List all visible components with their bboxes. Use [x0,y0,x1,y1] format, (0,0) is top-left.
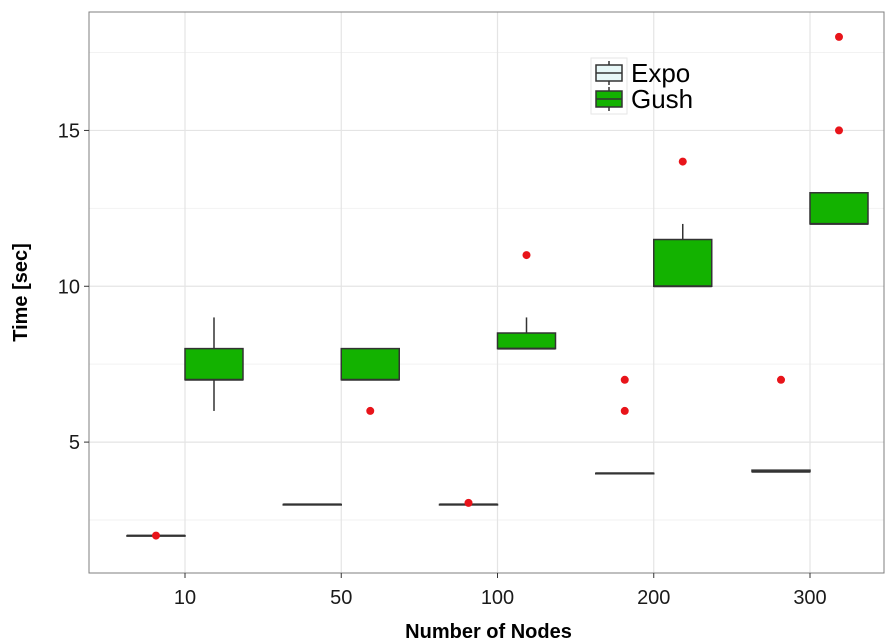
outlier-point [366,406,375,415]
series-gush [184,32,869,415]
outlier-point [678,157,687,166]
legend-label: Expo [631,58,690,88]
y-axis: 5 10 15 [58,120,89,454]
y-tick-label: 10 [58,276,80,298]
x-tick-label: 50 [330,587,352,609]
x-tick-label: 200 [637,587,670,609]
box [340,347,400,381]
box-series [126,32,869,540]
y-tick-label: 5 [69,432,80,454]
box [809,192,869,225]
grid-lines [89,12,884,573]
series-expo [126,375,811,540]
outlier-point [835,32,843,41]
outlier-point [620,375,629,384]
legend-item-expo: Expo [595,58,690,88]
x-tick-label: 300 [793,587,826,609]
plot-panel-border [88,11,885,574]
outlier-point [464,498,473,507]
y-tick-label: 15 [58,120,80,142]
outlier-point [777,375,785,384]
plot-panel [89,12,884,573]
outlier-point [522,251,531,260]
box [496,332,557,350]
outlier-point [152,531,160,540]
x-tick-label: 10 [174,587,196,609]
x-tick-label: 100 [481,587,514,609]
outlier-point [835,126,843,135]
legend-label: Gush [631,84,693,114]
y-axis-title: Time [sec] [10,243,32,342]
x-axis: 10 50 100 200 300 [174,573,827,609]
box [653,238,713,288]
box [184,347,244,381]
legend-item-gush: Gush [595,84,693,114]
x-axis-title: Number of Nodes [405,621,572,641]
outlier-point [620,406,629,415]
